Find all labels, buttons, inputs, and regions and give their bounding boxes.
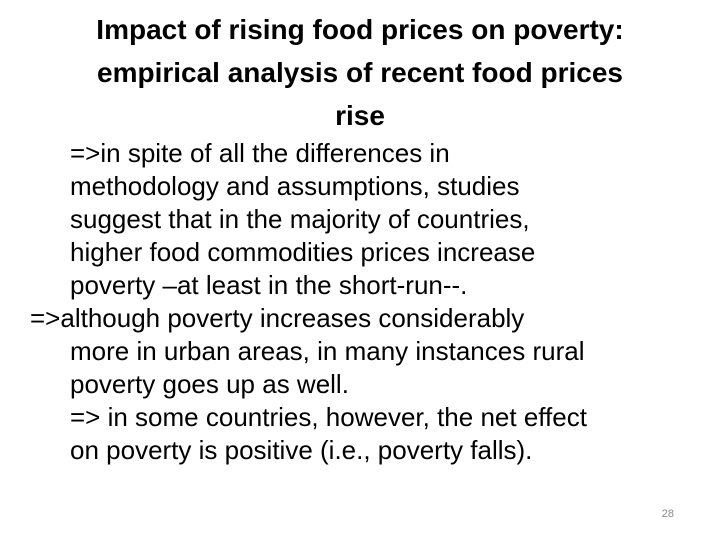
paragraph-line: poverty goes up as well. (70, 369, 349, 399)
paragraph-line: more in urban areas, in many instances r… (70, 336, 585, 366)
title-line: Impact of rising food prices on poverty: (96, 14, 624, 45)
paragraph-line: poverty –at least in the short-run--. (70, 270, 468, 300)
paragraph-line: higher food commodities prices increase (70, 237, 536, 267)
paragraph-line: methodology and assumptions, studies (70, 171, 520, 201)
title-line: rise (335, 100, 385, 131)
bullet-paragraph: =>although poverty increases considerabl… (30, 302, 690, 401)
bullet-paragraph: => in some countries, however, the net e… (30, 401, 690, 467)
paragraph-line: => in some countries, however, the net e… (70, 402, 587, 432)
paragraph-line: on poverty is positive (i.e., poverty fa… (70, 435, 533, 465)
title-line: empirical analysis of recent food prices (97, 57, 623, 88)
slide-title: Impact of rising food prices on poverty:… (40, 8, 680, 137)
paragraph-line: =>in spite of all the differences in (70, 138, 450, 168)
paragraph-line: =>although poverty increases considerabl… (30, 303, 525, 333)
bullet-paragraph: =>in spite of all the differences in met… (30, 137, 690, 302)
paragraph-line: suggest that in the majority of countrie… (70, 204, 530, 234)
page-number: 28 (661, 508, 674, 520)
slide-body: =>in spite of all the differences in met… (30, 137, 690, 467)
